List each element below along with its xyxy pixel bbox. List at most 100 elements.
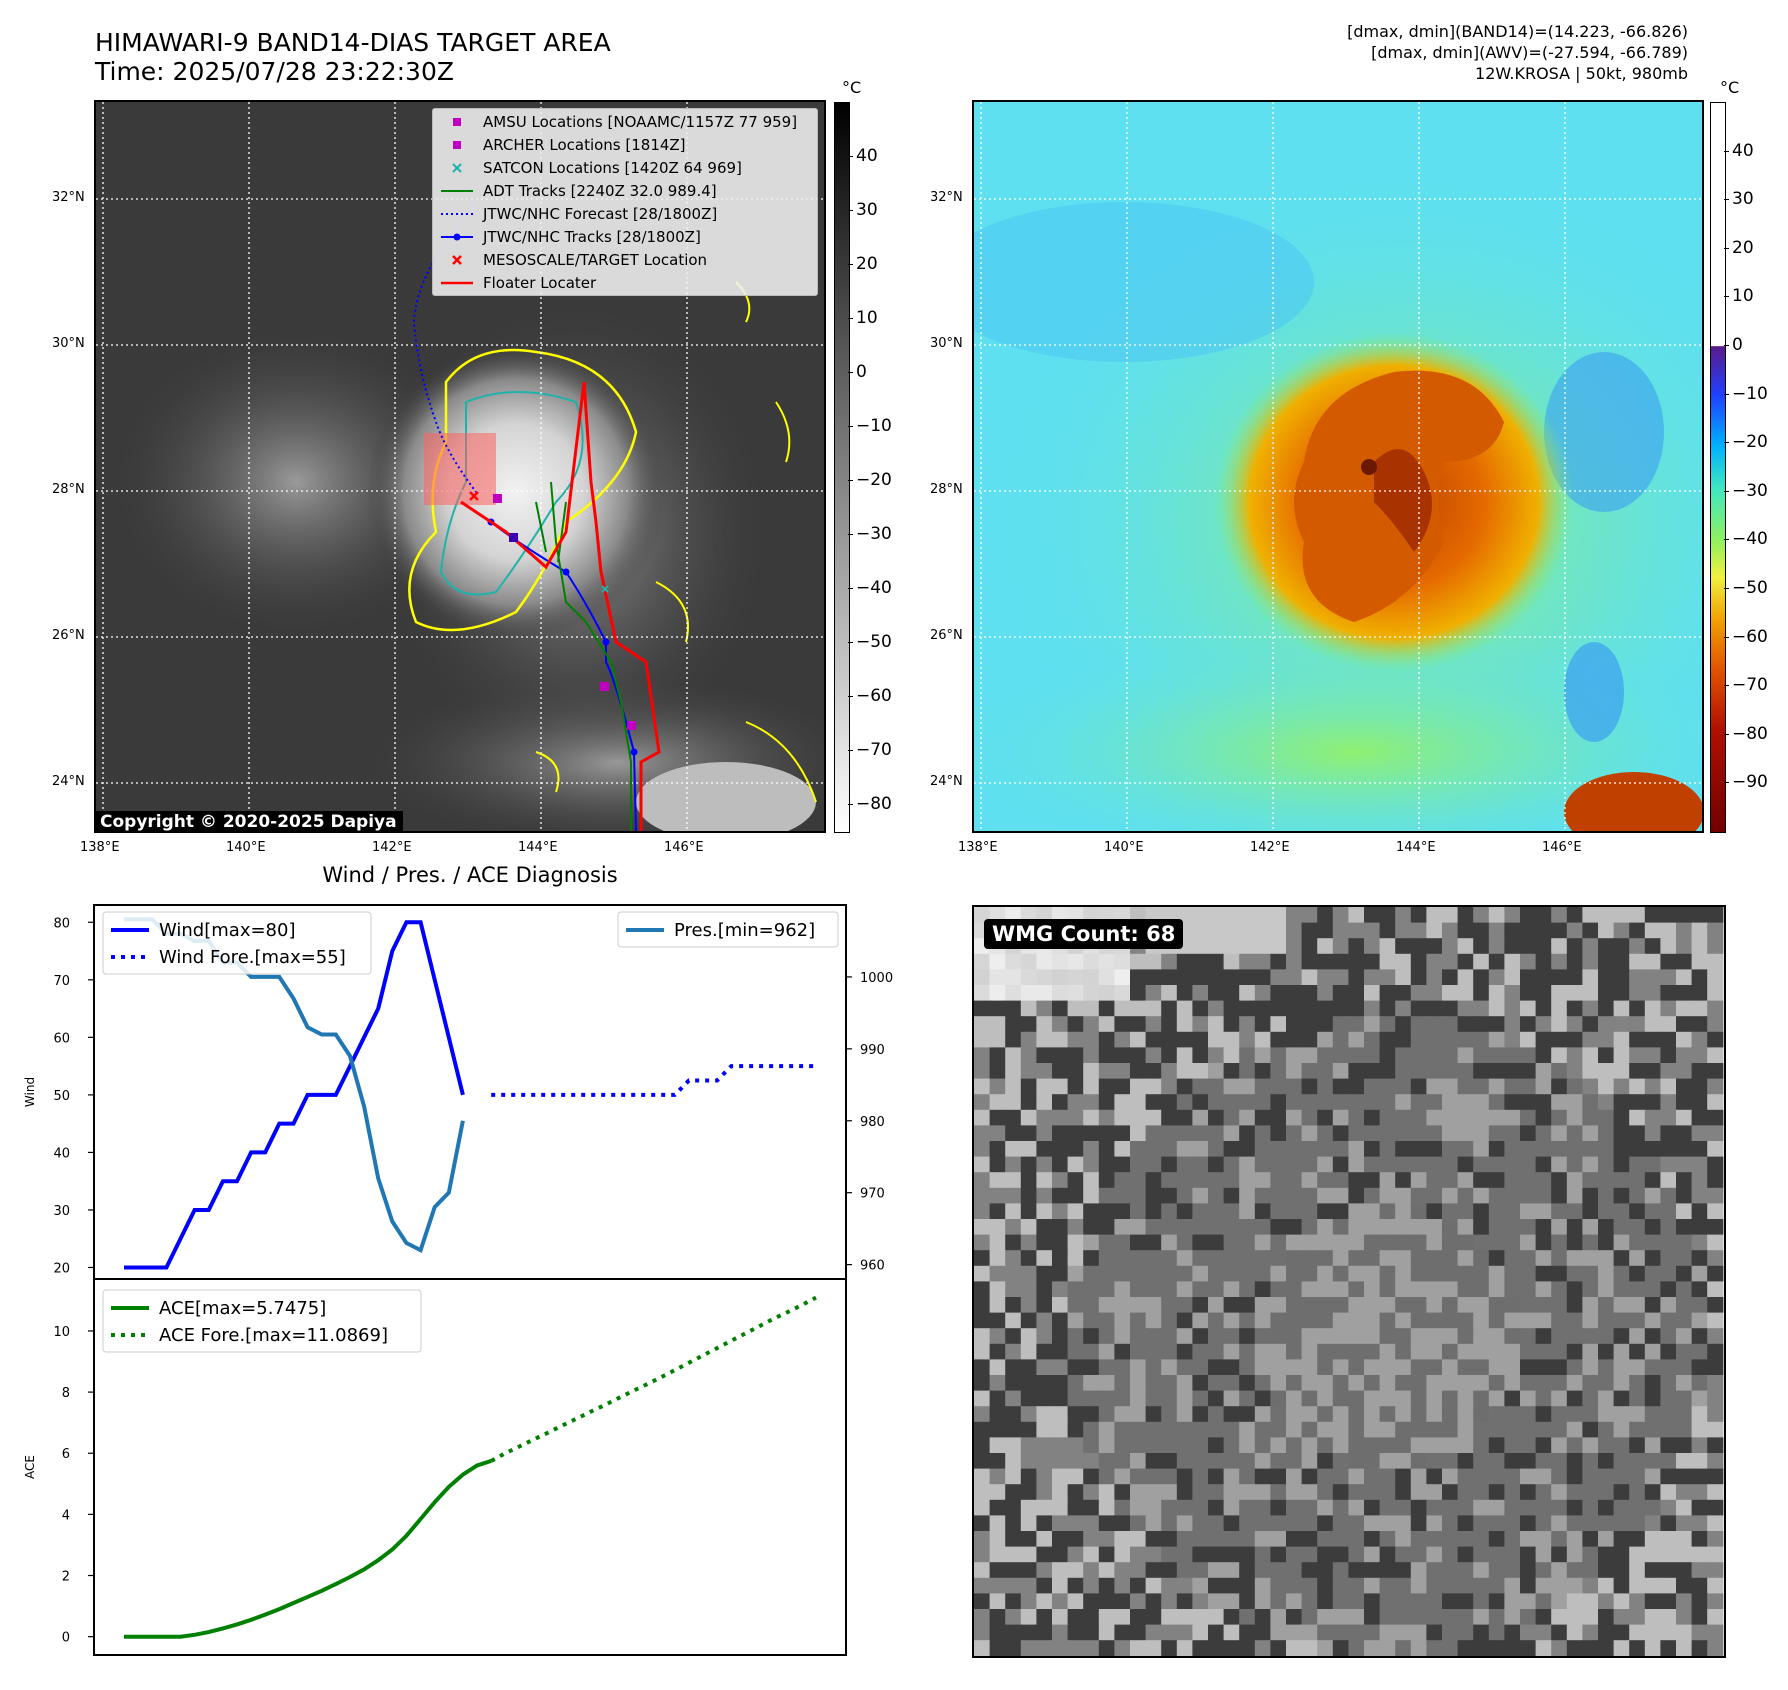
wmg-cell <box>1301 1624 1318 1641</box>
colorbar-tick-mark <box>848 426 853 427</box>
wmg-cell <box>1598 1468 1615 1485</box>
legend-item: ADT Tracks [2240Z 32.0 989.4] <box>441 182 717 200</box>
wmg-cell <box>1410 1156 1427 1173</box>
wmg-cell <box>1551 1109 1568 1126</box>
wmg-cell <box>1629 953 1646 970</box>
wmg-cell <box>1067 1577 1084 1594</box>
wmg-cell <box>1707 1390 1724 1407</box>
wmg-cell <box>1130 969 1147 986</box>
wmg-cell <box>1254 1094 1271 1111</box>
wmg-cell <box>1660 1640 1677 1656</box>
wmg-cell <box>1613 1203 1630 1220</box>
wmg-cell <box>1348 1593 1365 1610</box>
wmg-cell <box>1410 1281 1427 1298</box>
wmg-cell <box>1598 1000 1615 1017</box>
wmg-cell <box>1707 1453 1724 1470</box>
wmg-cell <box>1410 1109 1427 1126</box>
wmg-cell <box>1176 1640 1193 1656</box>
wmg-cell <box>989 1187 1006 1204</box>
wmg-cell <box>1301 1531 1318 1548</box>
wmg-cell <box>1707 1468 1724 1485</box>
wmg-cell <box>1364 1468 1381 1485</box>
wmg-cell <box>1520 953 1537 970</box>
wmg-cell <box>1473 1265 1490 1282</box>
wmg-cell <box>1504 1234 1521 1251</box>
colorbar-tick-label: 10 <box>856 308 878 328</box>
wmg-cell <box>1426 1375 1443 1392</box>
wmg-cell <box>1114 1499 1131 1516</box>
wmg-cell <box>1551 1078 1568 1095</box>
wmg-cell <box>1660 985 1677 1002</box>
colorbar-tick-label: −60 <box>856 686 892 706</box>
wmg-cell <box>1488 1406 1505 1423</box>
lat-tick-label: 30°N <box>930 336 963 351</box>
colorbar-tick-label: 30 <box>1732 189 1754 210</box>
wmg-cell <box>1691 1484 1708 1501</box>
wmg-cell <box>1161 1109 1178 1126</box>
wmg-cell <box>1286 1421 1303 1438</box>
wmg-cell <box>1270 1343 1287 1360</box>
wmg-cell <box>1301 1265 1318 1282</box>
wmg-cell <box>1473 1203 1490 1220</box>
wmg-cell <box>1582 1031 1599 1048</box>
wmg-cell <box>1551 1219 1568 1236</box>
wmg-cell <box>1520 1562 1537 1579</box>
wmg-cell <box>1301 1499 1318 1516</box>
wmg-cell <box>1192 1515 1209 1532</box>
wmg-cell <box>1613 1577 1630 1594</box>
wmg-cell <box>1629 1031 1646 1048</box>
wmg-cell <box>1613 1515 1630 1532</box>
pressure-tick-label: 990 <box>860 1043 885 1058</box>
wmg-cell <box>1254 1453 1271 1470</box>
wmg-cell <box>1410 1531 1427 1548</box>
wmg-cell <box>1504 1468 1521 1485</box>
wmg-cell <box>1254 1234 1271 1251</box>
wmg-cell <box>1114 1640 1131 1656</box>
wmg-cell <box>1410 1468 1427 1485</box>
wmg-cell <box>1067 1437 1084 1454</box>
wmg-cell <box>1052 1593 1069 1610</box>
wmg-cell <box>1582 1187 1599 1204</box>
wmg-cell <box>1348 1000 1365 1017</box>
wmg-cell <box>1660 1016 1677 1033</box>
lon-tick-label: 146°E <box>1542 840 1582 855</box>
wmg-cell <box>1270 1593 1287 1610</box>
wmg-cell <box>1676 1187 1693 1204</box>
wmg-cell <box>1005 953 1022 970</box>
wmg-cell <box>989 1359 1006 1376</box>
wmg-cell <box>1644 1000 1661 1017</box>
wmg-cell <box>1239 1219 1256 1236</box>
wmg-cell <box>1613 1375 1630 1392</box>
wmg-cell <box>1254 1546 1271 1563</box>
wmg-cell <box>1005 1593 1022 1610</box>
wmg-cell <box>1395 1343 1412 1360</box>
wmg-cell <box>1083 1624 1100 1641</box>
wmg-cell <box>1145 1281 1162 1298</box>
wmg-cell <box>1348 1312 1365 1329</box>
wmg-cell <box>1613 1187 1630 1204</box>
wmg-cell <box>1020 1156 1037 1173</box>
wmg-cell <box>1114 1593 1131 1610</box>
wmg-cell <box>1707 1437 1724 1454</box>
wmg-cell <box>1364 1421 1381 1438</box>
wmg-cell <box>1488 1515 1505 1532</box>
wmg-cell <box>1130 1078 1147 1095</box>
wmg-cell <box>1488 1546 1505 1563</box>
wmg-grid <box>974 907 1724 1656</box>
wmg-cell <box>1192 1375 1209 1392</box>
wmg-cell <box>1473 1063 1490 1080</box>
wmg-cell <box>1629 1297 1646 1314</box>
wmg-cell <box>1707 1047 1724 1064</box>
wmg-cell <box>1410 1577 1427 1594</box>
wmg-cell <box>1676 1453 1693 1470</box>
wmg-cell <box>1426 1437 1443 1454</box>
wmg-cell <box>1317 1250 1334 1267</box>
wmg-cell <box>1317 953 1334 970</box>
wmg-cell <box>1223 985 1240 1002</box>
wmg-cell <box>1036 1000 1053 1017</box>
wmg-cell <box>1629 1562 1646 1579</box>
wmg-cell <box>1457 1624 1474 1641</box>
wmg-cell <box>1254 1265 1271 1282</box>
wmg-cell <box>1691 1234 1708 1251</box>
wmg-cell <box>1301 938 1318 955</box>
